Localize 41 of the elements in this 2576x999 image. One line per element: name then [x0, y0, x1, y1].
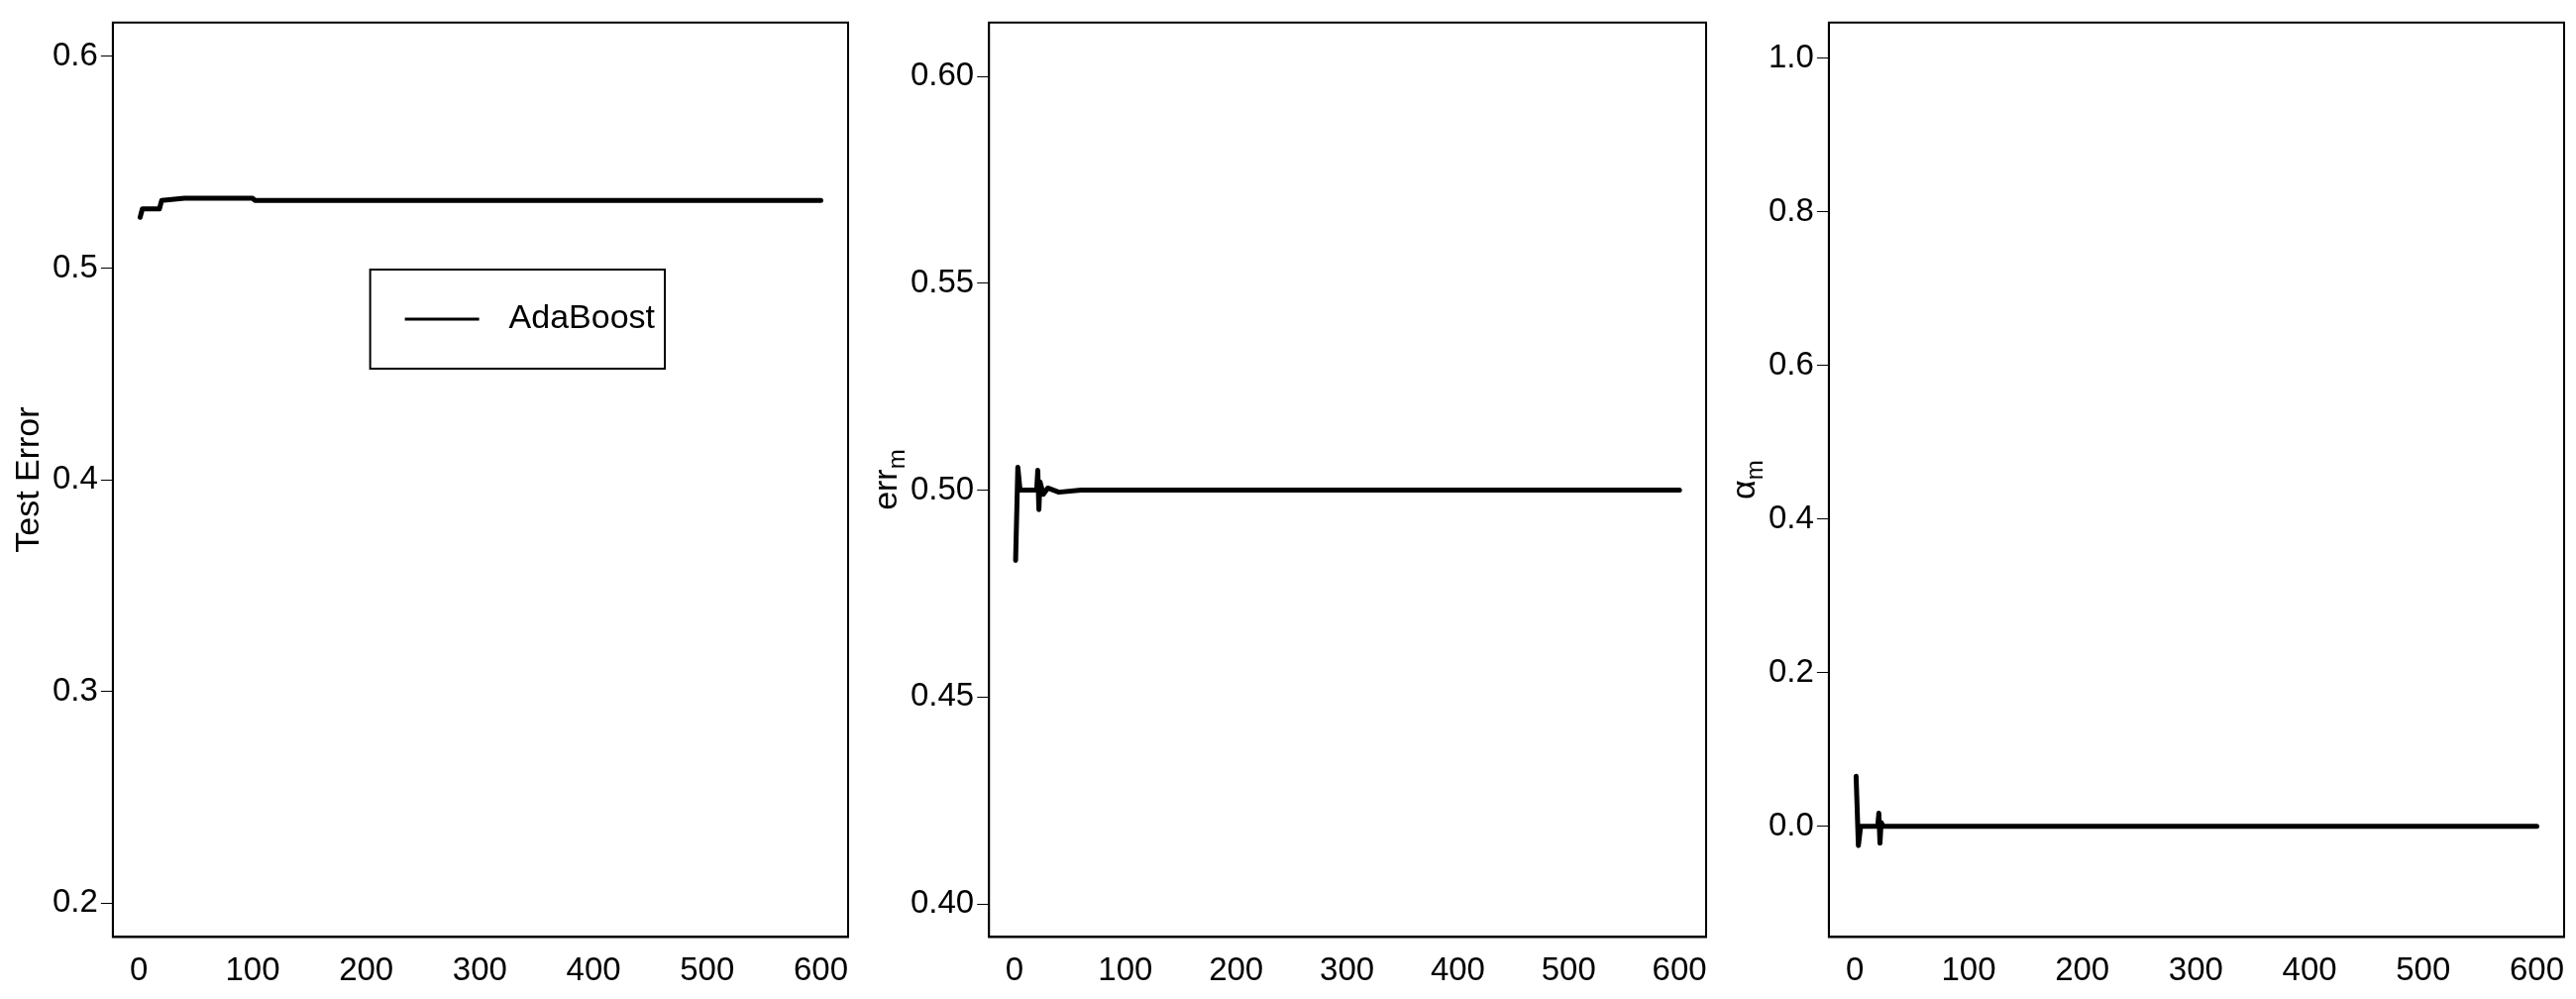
- x-tick-label: 200: [339, 950, 394, 988]
- x-tick-label: 300: [1320, 950, 1375, 988]
- y-tick-label: 0.4: [53, 459, 98, 497]
- x-tick-label: 0: [1005, 950, 1024, 988]
- y-tick-label: 0.2: [53, 882, 98, 920]
- x-tick-label: 600: [1652, 950, 1707, 988]
- x-tick-label: 100: [225, 950, 280, 988]
- y-axis-title: errm: [866, 449, 910, 510]
- x-tick-label: 300: [452, 950, 507, 988]
- x-tick-label: 400: [566, 950, 621, 988]
- y-tick-label: 0.50: [910, 469, 975, 506]
- x-tick-label: 400: [2282, 950, 2337, 988]
- x-tick-label: 500: [2396, 950, 2451, 988]
- y-axis-title: αm: [1724, 460, 1768, 500]
- x-tick-label: 0: [1846, 950, 1865, 988]
- y-tick-label: 0.6: [1769, 344, 1814, 382]
- x-tick-label: 0: [130, 950, 149, 988]
- y-tick-label: 0.8: [1769, 190, 1814, 228]
- x-tick-label: 400: [1430, 950, 1485, 988]
- y-tick-label: 0.2: [1769, 651, 1814, 689]
- y-tick-label: 0.55: [910, 262, 975, 299]
- x-tick-label: 500: [680, 950, 735, 988]
- y-tick-label: 0.6: [53, 36, 98, 73]
- y-tick-label: 0.5: [53, 247, 98, 284]
- x-tick-label: 200: [1209, 950, 1264, 988]
- legend-label: AdaBoost: [508, 297, 656, 336]
- y-tick-label: 0.0: [1769, 805, 1814, 842]
- y-tick-label: 0.4: [1769, 498, 1814, 535]
- x-tick-label: 200: [2055, 950, 2110, 988]
- x-tick-label: 300: [2168, 950, 2223, 988]
- x-tick-label: 100: [1941, 950, 1996, 988]
- y-tick-label: 0.3: [53, 670, 98, 708]
- x-tick-label: 600: [793, 950, 848, 988]
- x-tick-label: 100: [1098, 950, 1153, 988]
- y-axis-title: Test Error: [8, 406, 47, 553]
- y-tick-label: 0.60: [910, 56, 975, 93]
- x-tick-label: 500: [1541, 950, 1596, 988]
- y-tick-label: 0.45: [910, 676, 975, 714]
- x-tick-label: 600: [2509, 950, 2564, 988]
- y-tick-label: 0.40: [910, 883, 975, 921]
- y-tick-label: 1.0: [1769, 37, 1814, 74]
